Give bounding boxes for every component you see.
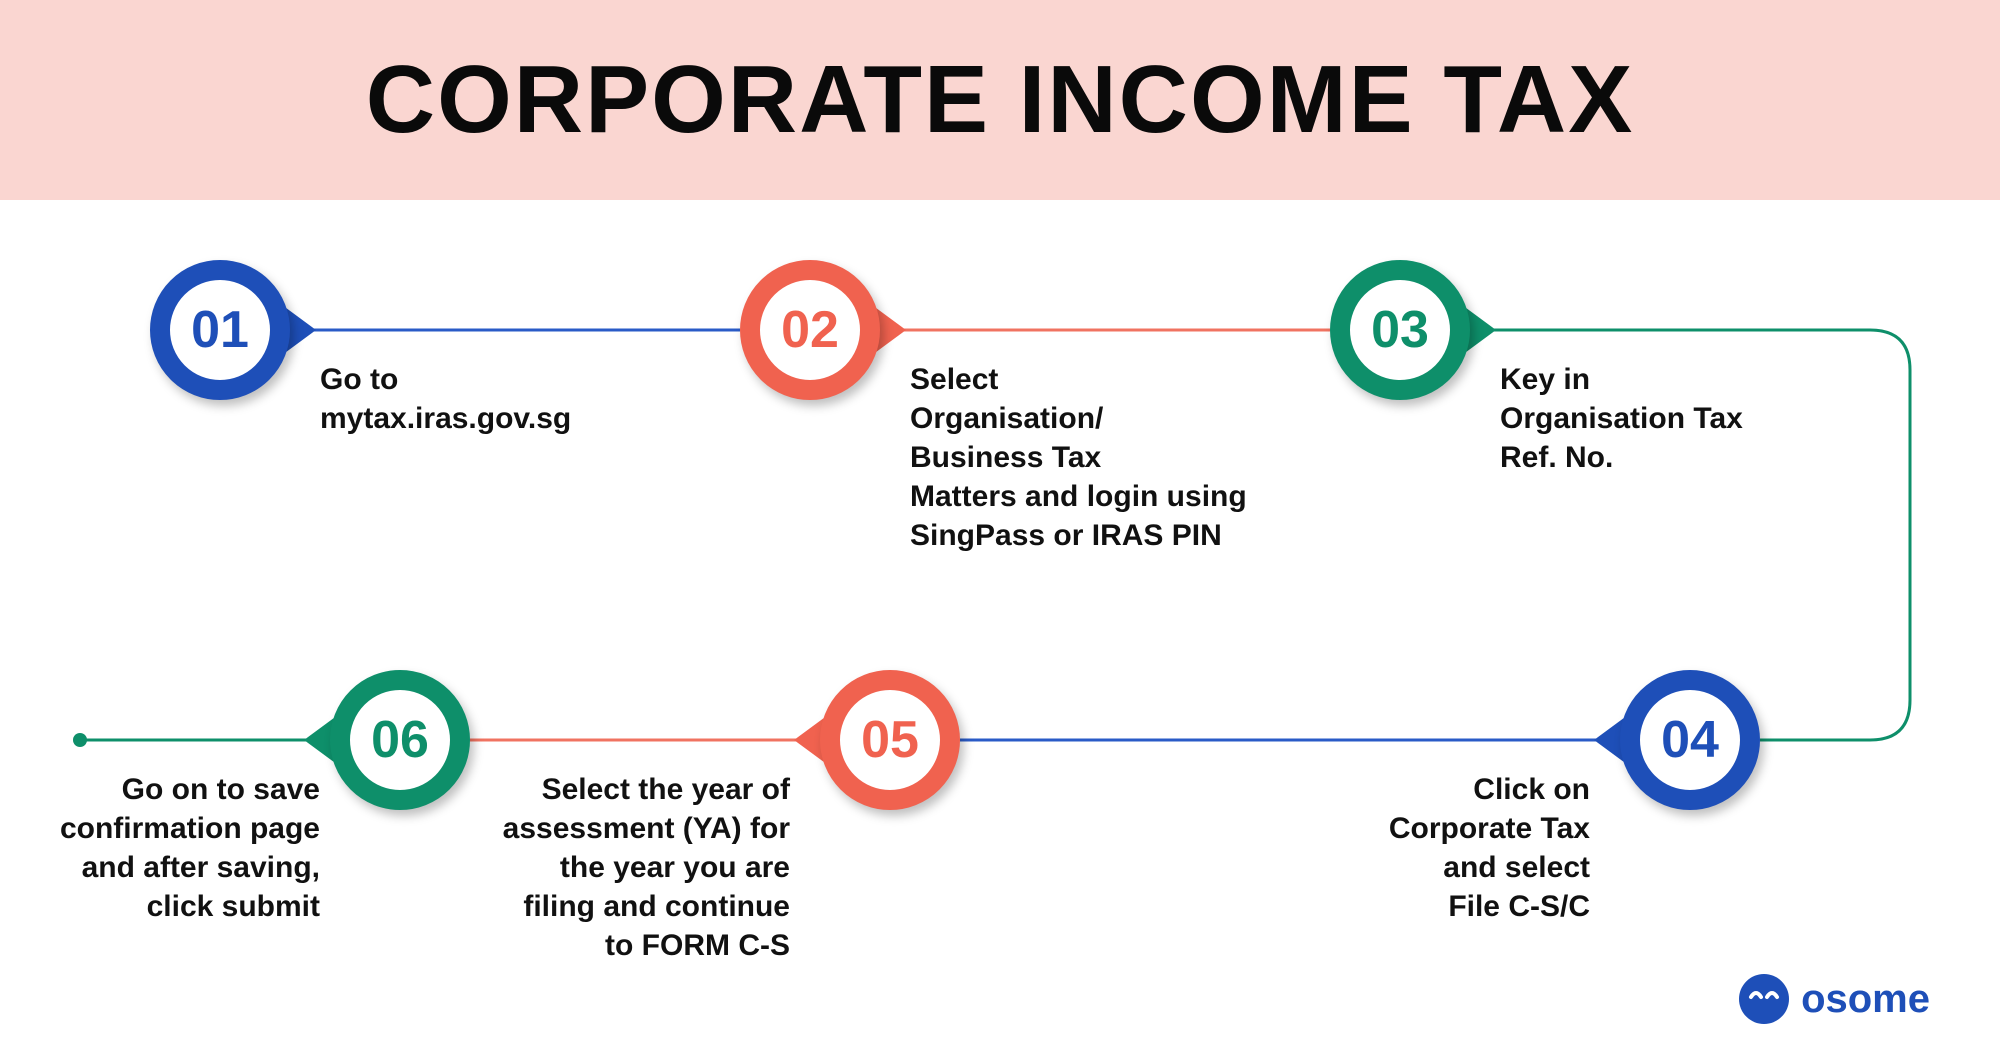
step-06-number: 06 (371, 710, 429, 770)
step-05: 05 (820, 670, 960, 810)
step-05-circle: 05 (820, 670, 960, 810)
step-03-circle: 03 (1330, 260, 1470, 400)
step-04-number: 04 (1661, 710, 1719, 770)
step-01: 01 (150, 260, 290, 400)
step-04-circle: 04 (1620, 670, 1760, 810)
page-title: CORPORATE INCOME TAX (366, 45, 1634, 155)
flow-canvas: 01 Go to mytax.iras.gov.sg 02 Select Org… (0, 200, 2000, 1054)
step-03-number: 03 (1371, 300, 1429, 360)
header-banner: CORPORATE INCOME TAX (0, 0, 2000, 200)
step-01-number: 01 (191, 300, 249, 360)
step-03: 03 (1330, 260, 1470, 400)
step-06-circle: 06 (330, 670, 470, 810)
step-02: 02 (740, 260, 880, 400)
step-02-number: 02 (781, 300, 839, 360)
step-04: 04 (1620, 670, 1760, 810)
step-05-number: 05 (861, 710, 919, 770)
step-01-circle: 01 (150, 260, 290, 400)
step-06: 06 (330, 670, 470, 810)
step-02-circle: 02 (740, 260, 880, 400)
